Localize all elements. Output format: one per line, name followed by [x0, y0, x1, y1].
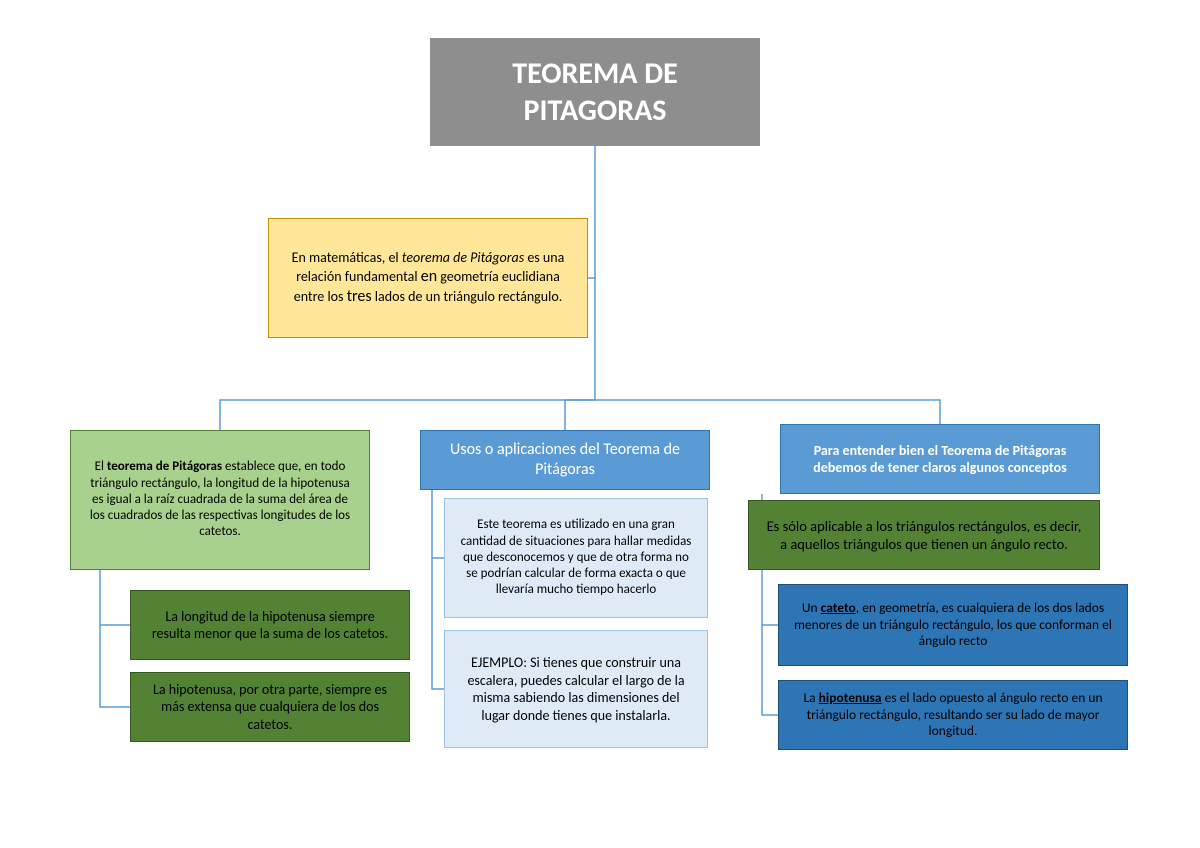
- right-c2-pre: Un: [802, 599, 821, 616]
- intro-tres: tres: [347, 287, 372, 306]
- right-c3-text: La hipotenusa es el lado opuesto al ángu…: [793, 690, 1113, 741]
- intro-pre: En matemáticas, el: [292, 249, 402, 266]
- left-child-2: La hipotenusa, por otra parte, siempre e…: [130, 672, 410, 742]
- mid-c2-pre: EJEMPLO: S: [471, 654, 537, 671]
- mid-head-text: Usos o aplicaciones del Teorema de Pitág…: [435, 440, 695, 480]
- intro-ital: teorema de Pitágoras: [402, 249, 524, 266]
- right-c2-term: cateto: [821, 599, 856, 616]
- left-head-bold: teorema de Pitágoras: [107, 459, 222, 474]
- right-child-3: La hipotenusa es el lado opuesto al ángu…: [778, 680, 1128, 750]
- right-child-1: Es sólo aplicable a los triángulos rectá…: [748, 500, 1100, 570]
- mid-child-2: EJEMPLO: Si tienes que construir una esc…: [444, 630, 708, 748]
- intro-en: en: [421, 267, 437, 286]
- mid-child-2-text: EJEMPLO: Si tienes que construir una esc…: [459, 654, 693, 724]
- mid-child-1: Este teorema es utilizado en una gran ca…: [444, 498, 708, 618]
- left-head-pre: El: [95, 459, 107, 474]
- right-child-2: Un cateto, en geometría, es cualquiera d…: [778, 584, 1128, 666]
- right-head-box: Para entender bien el Teorema de Pitágor…: [780, 424, 1100, 494]
- title-line2: PITAGORAS: [512, 92, 678, 130]
- intro-text: En matemáticas, el teorema de Pitágoras …: [283, 249, 573, 307]
- right-head-text: Para entender bien el Teorema de Pitágor…: [795, 442, 1085, 477]
- intro-post: lados de un triángulo rectángulo.: [372, 288, 563, 305]
- left-child-2-text: La hipotenusa, por otra parte, siempre e…: [145, 681, 395, 734]
- left-child-1-text: La longitud de la hipotenusa siempre res…: [145, 608, 395, 643]
- left-head-box: El teorema de Pitágoras establece que, e…: [70, 430, 370, 570]
- left-head-text: El teorema de Pitágoras establece que, e…: [85, 459, 355, 540]
- title-line1: TEOREMA DE: [512, 55, 678, 93]
- mid-child-1-text: Este teorema es utilizado en una gran ca…: [459, 517, 693, 598]
- title-box: TEOREMA DE PITAGORAS: [430, 38, 760, 146]
- mid-head-box: Usos o aplicaciones del Teorema de Pitág…: [420, 430, 710, 490]
- right-c2-text: Un cateto, en geometría, es cualquiera d…: [793, 600, 1113, 651]
- left-child-1: La longitud de la hipotenusa siempre res…: [130, 590, 410, 660]
- right-c3-pre: La: [803, 689, 818, 706]
- intro-box: En matemáticas, el teorema de Pitágoras …: [268, 218, 588, 338]
- right-child-1-text: Es sólo aplicable a los triángulos rectá…: [763, 517, 1085, 553]
- right-c3-term: hipotenusa: [819, 689, 882, 706]
